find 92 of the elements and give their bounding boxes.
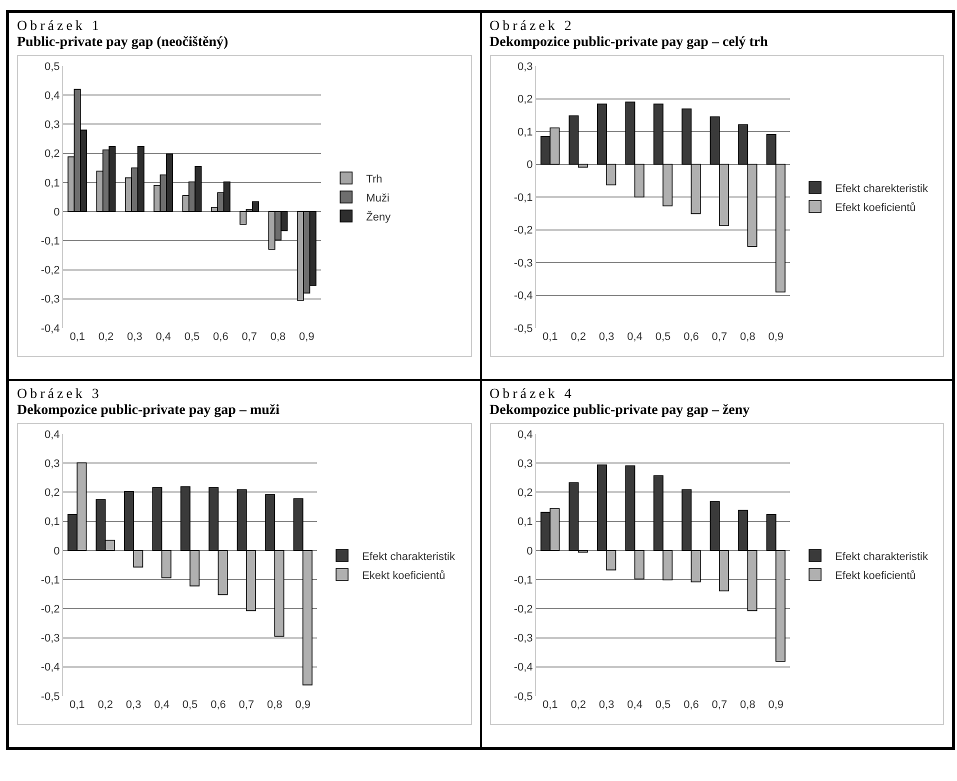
y-tick-label: 0,4: [44, 90, 60, 102]
y-tick-label: -0,3: [40, 294, 60, 306]
y-tick-label: 0,5: [44, 60, 60, 73]
x-tick-label: 0,1: [542, 699, 558, 711]
chart-title: Dekompozice public-private pay gap – celý trh: [490, 35, 769, 51]
x-tick-label: 0,8: [270, 331, 286, 343]
x-tick-label: 0,4: [156, 331, 171, 343]
y-tick-label: 0: [526, 159, 532, 172]
y-tick-label: 0,1: [44, 177, 60, 190]
y-tick-label: -0,1: [40, 236, 60, 248]
y-tick-label: -0,4: [40, 322, 60, 335]
y-tick-label: 0,3: [44, 119, 60, 132]
x-tick-label: 0,6: [683, 331, 698, 343]
legend-label: Ekekt koeficientů: [362, 570, 446, 582]
y-tick-label: 0,2: [44, 148, 60, 160]
y-tick-label: -0,1: [513, 574, 532, 586]
x-tick-label: 0,4: [626, 331, 642, 343]
x-tick-label: 0,3: [126, 699, 142, 711]
x-tick-label: 0,9: [299, 331, 314, 343]
y-tick-label: -0,2: [40, 264, 60, 277]
x-tick-label: 0,6: [683, 699, 698, 711]
x-tick-label: 0,2: [570, 331, 586, 343]
y-tick-label: 0,3: [517, 458, 532, 470]
x-tick-label: 0,2: [98, 699, 113, 711]
y-tick-label: 0,4: [517, 428, 532, 441]
x-tick-label: 0,8: [740, 699, 755, 711]
legend-label: Efekt koeficientů: [834, 570, 916, 582]
y-tick-label: 0,2: [517, 94, 532, 106]
legend-label: Trh: [366, 173, 382, 186]
y-tick-label: -0,4: [513, 290, 532, 302]
chart-subtitle: Obrázek 1: [17, 19, 103, 35]
y-tick-label: -0,5: [40, 690, 60, 703]
chart-subtitle: Obrázek 3: [17, 387, 103, 403]
legend-label: Efekt charakteristik: [362, 550, 456, 563]
x-tick-label: 0,1: [70, 331, 85, 343]
x-tick-label: 0,7: [711, 699, 727, 711]
chart-title: Dekompozice public-private pay gap – muži: [17, 403, 280, 419]
legend-label: Efekt koeficientů: [834, 202, 916, 214]
chart-title: Public-private pay gap (neočištěný): [17, 35, 230, 51]
y-tick-label: -0,5: [513, 690, 532, 703]
y-tick-label: -0,3: [513, 632, 532, 645]
chart-subtitle: Obrázek 2: [490, 19, 576, 35]
x-tick-label: 0,9: [768, 331, 784, 343]
y-tick-label: 0,2: [44, 487, 60, 500]
x-tick-label: 0,9: [768, 699, 784, 711]
x-tick-label: 0,7: [242, 331, 257, 343]
legend-label: Muži: [366, 192, 390, 204]
chart-title: Dekompozice public-private pay gap – ženy: [490, 403, 751, 419]
x-tick-label: 0,5: [654, 331, 670, 343]
y-tick-label: -0,1: [40, 574, 60, 586]
y-tick-label: 0: [526, 545, 532, 558]
y-tick-label: -0,1: [513, 192, 532, 204]
x-tick-label: 0,9: [295, 699, 311, 711]
x-tick-label: 0,7: [238, 699, 254, 711]
y-tick-label: 0: [54, 545, 60, 558]
y-tick-label: -0,3: [513, 257, 532, 270]
y-tick-label: 0,1: [517, 126, 532, 138]
x-tick-label: 0,5: [184, 331, 200, 343]
x-tick-label: 0,4: [154, 699, 170, 711]
x-tick-label: 0,5: [182, 699, 198, 711]
y-tick-label: -0,4: [40, 662, 60, 674]
x-tick-label: 0,2: [98, 331, 114, 343]
x-tick-label: 0,4: [626, 699, 642, 711]
x-tick-label: 0,5: [654, 699, 670, 711]
y-tick-label: 0,1: [44, 516, 60, 528]
y-tick-label: 0,1: [517, 516, 532, 528]
x-tick-label: 0,6: [213, 331, 228, 343]
x-tick-label: 0,8: [740, 331, 755, 343]
y-tick-label: 0: [54, 206, 60, 218]
y-tick-label: -0,2: [513, 224, 532, 237]
legend-label: Ženy: [366, 210, 392, 224]
y-tick-label: 0,2: [517, 487, 532, 500]
x-tick-label: 0,2: [570, 699, 586, 711]
x-tick-label: 0,6: [210, 699, 226, 711]
x-tick-label: 0,1: [542, 331, 558, 343]
chart-subtitle: Obrázek 4: [490, 387, 576, 403]
y-tick-label: -0,5: [513, 322, 532, 335]
legend-label: Efekt charakteristik: [834, 550, 928, 563]
y-tick-label: -0,2: [513, 604, 532, 616]
x-tick-label: 0,8: [267, 699, 282, 711]
x-tick-label: 0,3: [598, 699, 614, 711]
x-tick-label: 0,3: [598, 331, 614, 343]
y-tick-label: 0,4: [44, 428, 60, 441]
y-tick-label: -0,2: [40, 604, 60, 616]
y-tick-label: -0,3: [40, 632, 60, 645]
legend-label: Efekt charekteristik: [834, 182, 928, 195]
x-tick-label: 0,1: [69, 699, 85, 711]
y-tick-label: -0,4: [513, 662, 532, 674]
x-tick-label: 0,3: [127, 331, 142, 343]
y-tick-label: 0,3: [44, 458, 60, 470]
x-tick-label: 0,7: [711, 331, 727, 343]
y-tick-label: 0,3: [517, 60, 532, 73]
